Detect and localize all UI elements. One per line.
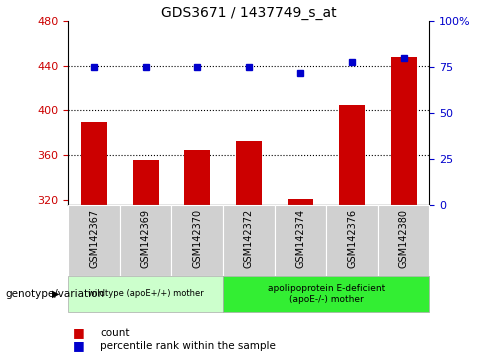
Text: percentile rank within the sample: percentile rank within the sample — [100, 341, 276, 351]
Bar — [133, 160, 159, 205]
Bar — [68, 276, 223, 312]
Text: GSM142372: GSM142372 — [244, 209, 254, 268]
Bar — [378, 205, 429, 276]
Bar — [339, 105, 365, 205]
Bar — [120, 205, 171, 276]
Bar — [275, 205, 326, 276]
Bar — [287, 199, 313, 205]
Text: GSM142367: GSM142367 — [89, 209, 99, 268]
Bar — [81, 122, 107, 205]
Bar — [68, 205, 120, 276]
Bar — [223, 205, 275, 276]
Text: GSM142369: GSM142369 — [141, 209, 151, 268]
Bar — [326, 205, 378, 276]
Text: apolipoprotein E-deficient
(apoE-/-) mother: apolipoprotein E-deficient (apoE-/-) mot… — [267, 284, 385, 303]
Bar — [391, 57, 417, 205]
Title: GDS3671 / 1437749_s_at: GDS3671 / 1437749_s_at — [161, 6, 337, 20]
Text: count: count — [100, 328, 129, 338]
Text: ■: ■ — [73, 339, 85, 352]
Text: GSM142374: GSM142374 — [295, 209, 305, 268]
Text: genotype/variation: genotype/variation — [5, 289, 104, 299]
Text: wildtype (apoE+/+) mother: wildtype (apoE+/+) mother — [88, 289, 203, 298]
Bar — [171, 205, 223, 276]
Text: GSM142370: GSM142370 — [192, 209, 203, 268]
Bar — [236, 141, 262, 205]
Bar — [223, 276, 429, 312]
Text: GSM142376: GSM142376 — [347, 209, 357, 268]
Text: ■: ■ — [73, 326, 85, 339]
Text: GSM142380: GSM142380 — [399, 209, 408, 268]
Text: ▶: ▶ — [52, 289, 60, 299]
Bar — [184, 149, 210, 205]
